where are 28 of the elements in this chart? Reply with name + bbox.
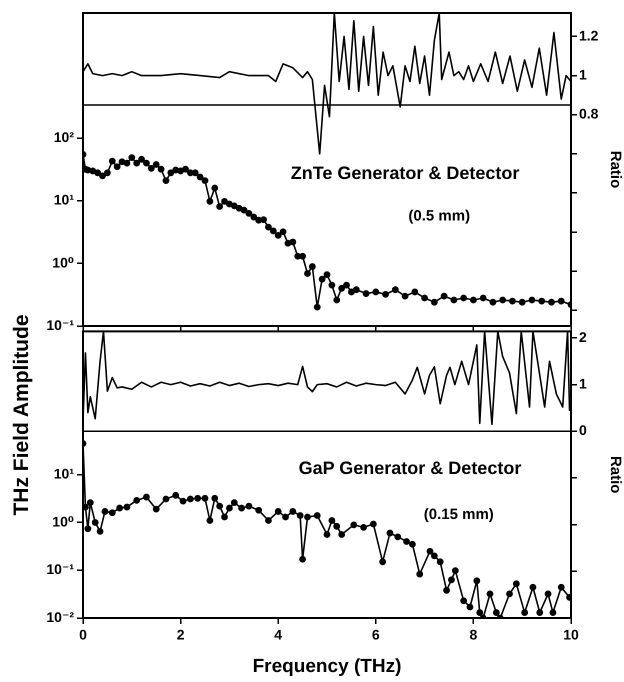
y2-axis-title: Ratio xyxy=(606,150,624,188)
annotation: GaP Generator & Detector xyxy=(298,458,522,478)
y2-tick-label: 1 xyxy=(579,375,587,392)
x-tick-label: 6 xyxy=(372,626,380,642)
y-tick-label: 10⁰ xyxy=(52,513,74,530)
x-axis-title: Frequency (THz) xyxy=(252,656,402,677)
y-tick-label: 10⁻¹ xyxy=(46,316,74,333)
y-axis-title: THz Field Amplitude xyxy=(10,314,34,516)
x-tick-label: 2 xyxy=(176,626,185,642)
x-tick-label: 8 xyxy=(470,626,478,642)
x-tick-label: 10 xyxy=(563,626,579,642)
annotation: (0.5 mm) xyxy=(408,208,470,225)
y-tick-label: 10⁻² xyxy=(46,608,74,625)
y-tick-label: 10¹ xyxy=(54,466,74,482)
y-tick-label: 10¹ xyxy=(54,192,74,208)
y-tick-label: 10² xyxy=(54,129,74,146)
y2-axis-title: Ratio xyxy=(606,456,624,494)
y-tick-label: 10⁻¹ xyxy=(46,561,74,578)
y2-tick-label: 1.2 xyxy=(579,27,599,44)
x-tick-label: 0 xyxy=(79,626,88,642)
x-tick-label: 4 xyxy=(274,626,282,642)
annotation: ZnTe Generator & Detector xyxy=(290,163,520,184)
y2-tick-label: 0 xyxy=(579,422,587,438)
annotation: (0.15 mm) xyxy=(424,506,494,523)
y-tick-label: 10⁰ xyxy=(52,254,74,270)
y2-tick-label: 0.8 xyxy=(579,106,599,122)
y2-tick-label: 1 xyxy=(579,66,587,82)
y2-tick-label: 2 xyxy=(579,328,587,345)
